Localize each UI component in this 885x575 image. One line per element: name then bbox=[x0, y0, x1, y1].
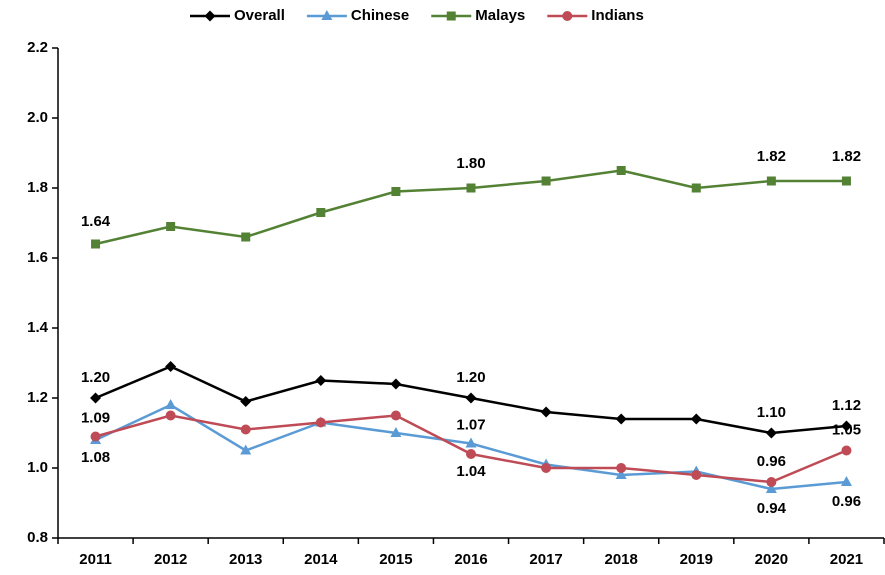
x-tick-label: 2013 bbox=[229, 551, 262, 568]
x-tick-label: 2020 bbox=[755, 551, 788, 568]
data-label: 1.04 bbox=[456, 463, 486, 480]
point-marker bbox=[315, 417, 326, 428]
point-marker bbox=[765, 427, 777, 439]
data-label: 1.12 bbox=[832, 397, 861, 414]
point-marker bbox=[465, 392, 477, 404]
y-tick-label: 2.2 bbox=[27, 39, 48, 56]
point-marker bbox=[466, 183, 476, 193]
point-marker bbox=[390, 427, 402, 437]
data-label: 1.08 bbox=[81, 449, 110, 466]
point-marker bbox=[616, 166, 626, 175]
data-label: 1.82 bbox=[832, 148, 861, 165]
x-tick-label: 2021 bbox=[830, 551, 863, 568]
point-marker bbox=[465, 437, 477, 448]
point-marker bbox=[241, 232, 251, 242]
point-marker bbox=[541, 176, 551, 186]
data-label: 1.20 bbox=[81, 369, 110, 386]
point-marker bbox=[841, 445, 852, 456]
point-marker bbox=[840, 420, 852, 432]
point-marker bbox=[316, 208, 326, 217]
point-marker bbox=[165, 361, 177, 372]
x-tick-label: 2018 bbox=[604, 551, 637, 568]
y-tick-label: 1.8 bbox=[27, 179, 48, 196]
point-marker bbox=[390, 378, 402, 390]
data-label: 1.10 bbox=[757, 404, 786, 421]
point-marker bbox=[541, 463, 552, 473]
x-tick-label: 2014 bbox=[304, 551, 338, 568]
y-tick-label: 1.0 bbox=[27, 459, 48, 476]
legend-label: Malays bbox=[475, 7, 525, 24]
data-label: 1.80 bbox=[456, 155, 485, 172]
point-marker bbox=[240, 444, 252, 455]
point-marker bbox=[841, 176, 851, 186]
legend-label: Indians bbox=[591, 7, 644, 24]
point-marker bbox=[765, 483, 777, 493]
legend-label: Chinese bbox=[351, 7, 409, 24]
data-label: 1.64 bbox=[81, 213, 111, 230]
point-marker bbox=[240, 396, 252, 407]
point-marker bbox=[766, 477, 777, 487]
point-marker bbox=[165, 410, 176, 421]
data-label: 1.07 bbox=[456, 416, 485, 433]
point-marker bbox=[90, 431, 101, 442]
point-marker bbox=[390, 410, 401, 421]
point-marker bbox=[840, 476, 852, 486]
point-marker bbox=[691, 183, 701, 193]
data-label: 1.05 bbox=[832, 421, 861, 438]
point-marker bbox=[615, 469, 627, 479]
data-label: 1.82 bbox=[757, 148, 786, 165]
x-tick-label: 2019 bbox=[680, 551, 713, 568]
point-marker bbox=[90, 392, 102, 404]
point-marker bbox=[766, 176, 776, 186]
x-tick-label: 2016 bbox=[454, 551, 487, 568]
point-marker bbox=[315, 375, 327, 386]
point-marker bbox=[691, 470, 702, 480]
legend-marker bbox=[321, 10, 333, 20]
point-marker bbox=[165, 399, 177, 409]
point-marker bbox=[615, 413, 627, 425]
point-marker bbox=[616, 463, 627, 473]
point-marker bbox=[91, 239, 101, 249]
point-marker bbox=[166, 222, 176, 231]
data-label: 1.09 bbox=[81, 409, 110, 426]
legend-label: Overall bbox=[234, 7, 285, 24]
series-line bbox=[95, 169, 847, 246]
legend-marker bbox=[204, 10, 216, 22]
x-tick-label: 2015 bbox=[379, 551, 412, 568]
legend-marker bbox=[562, 11, 573, 21]
y-tick-label: 2.0 bbox=[27, 109, 48, 126]
data-label: 0.96 bbox=[832, 493, 861, 510]
x-tick-label: 2012 bbox=[154, 551, 187, 568]
point-marker bbox=[540, 406, 552, 418]
point-marker bbox=[391, 187, 401, 196]
point-marker bbox=[466, 449, 476, 459]
data-label: 1.20 bbox=[456, 369, 485, 386]
point-marker bbox=[690, 413, 702, 425]
legend-marker bbox=[446, 11, 456, 21]
x-tick-label: 2011 bbox=[79, 551, 112, 568]
data-label: 0.94 bbox=[757, 500, 787, 517]
x-tick-label: 2017 bbox=[529, 551, 562, 568]
point-marker bbox=[240, 424, 251, 435]
y-tick-label: 1.4 bbox=[27, 319, 49, 336]
y-tick-label: 1.6 bbox=[27, 249, 48, 266]
y-tick-label: 0.8 bbox=[27, 529, 48, 546]
data-label: 0.96 bbox=[757, 453, 786, 470]
y-tick-label: 1.2 bbox=[27, 389, 48, 406]
